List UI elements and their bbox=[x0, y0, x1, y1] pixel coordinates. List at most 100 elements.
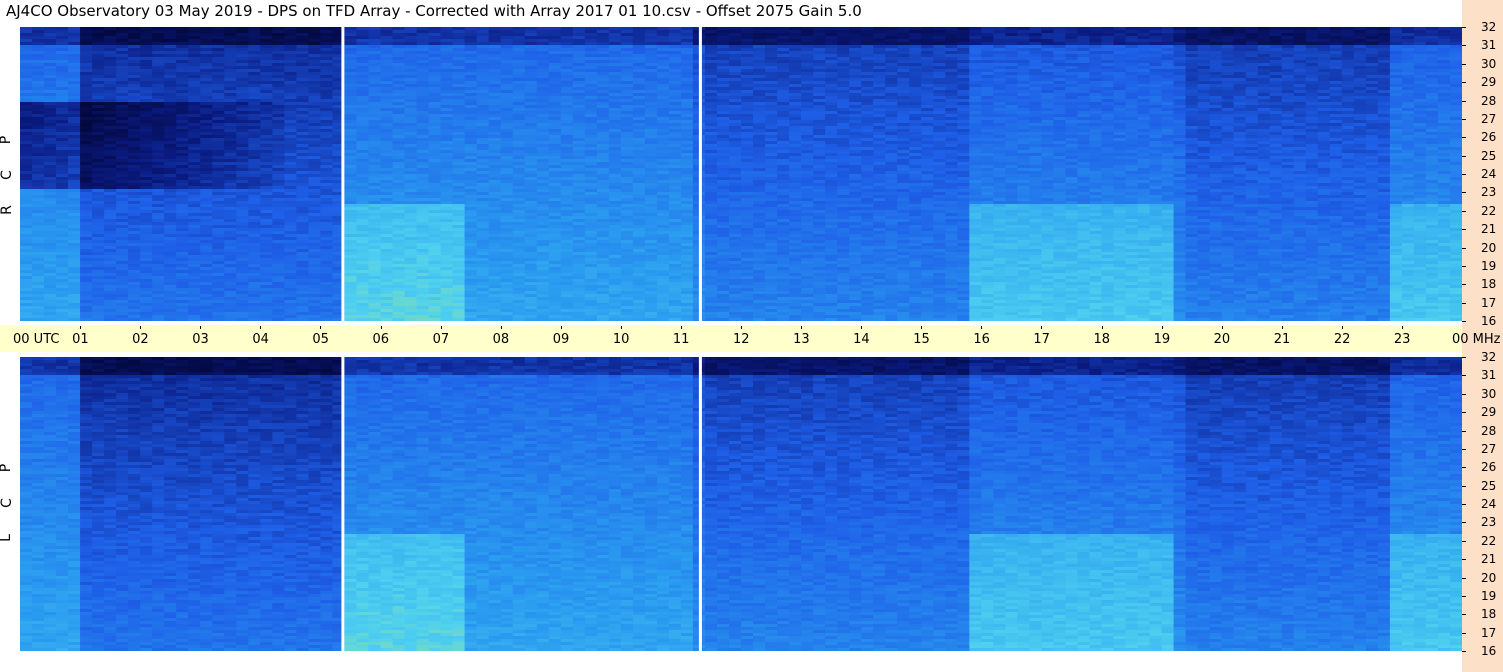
spectrogram-cell bbox=[320, 288, 334, 292]
spectrogram-cell bbox=[236, 96, 249, 100]
spectrogram-cell bbox=[332, 99, 346, 103]
spectrogram-cell bbox=[128, 165, 141, 169]
spectrogram-cell bbox=[104, 267, 117, 271]
spectrogram-cell bbox=[116, 63, 129, 67]
spectrogram-cell bbox=[560, 243, 574, 247]
spectrogram-cell bbox=[464, 42, 478, 46]
spectrogram-cell bbox=[224, 93, 237, 97]
spectrogram-cell bbox=[296, 78, 309, 82]
spectrogram-cell bbox=[380, 150, 394, 154]
spectrogram-cell bbox=[536, 111, 550, 115]
spectrogram-cell bbox=[440, 240, 454, 244]
spectrogram-cell bbox=[176, 216, 189, 220]
spectrogram-cell bbox=[368, 42, 382, 46]
spectrogram-cell bbox=[608, 135, 622, 139]
spectrogram-cell bbox=[296, 72, 309, 76]
spectrogram-cell bbox=[344, 81, 358, 85]
spectrogram-cell bbox=[428, 141, 442, 145]
spectrogram-cell bbox=[272, 222, 285, 226]
spectrogram-cell bbox=[32, 249, 45, 253]
spectrogram-cell bbox=[116, 84, 129, 88]
spectrogram-cell bbox=[140, 291, 153, 295]
spectrogram-cell bbox=[524, 123, 538, 127]
spectrogram-cell bbox=[476, 150, 490, 154]
spectrogram-cell bbox=[80, 291, 93, 295]
spectrogram-cell bbox=[560, 60, 574, 64]
spectrogram-cell bbox=[440, 183, 454, 187]
spectrogram-cell bbox=[20, 180, 33, 184]
spectrogram-cell bbox=[440, 87, 454, 91]
spectrogram-cell bbox=[80, 159, 93, 163]
spectrogram-cell bbox=[236, 105, 249, 109]
spectrogram-cell bbox=[476, 39, 490, 43]
spectrogram-cell bbox=[464, 309, 478, 313]
spectrogram-cell bbox=[476, 66, 490, 70]
spectrogram-cell bbox=[236, 300, 249, 304]
spectrogram-cell bbox=[296, 105, 309, 109]
spectrogram-cell bbox=[116, 129, 129, 133]
spectrogram-cell bbox=[428, 87, 442, 91]
spectrogram-cell bbox=[152, 177, 165, 181]
spectrogram-cell bbox=[428, 315, 442, 319]
spectrogram-cell bbox=[164, 51, 177, 55]
spectrogram-cell bbox=[512, 180, 526, 184]
spectrogram-cell bbox=[128, 210, 141, 214]
spectrogram-cell bbox=[152, 96, 165, 100]
spectrogram-cell bbox=[116, 168, 129, 172]
spectrogram-cell bbox=[380, 228, 394, 232]
spectrogram-cell bbox=[356, 51, 370, 55]
spectrogram-cell bbox=[620, 114, 634, 118]
spectrogram-cell bbox=[452, 243, 466, 247]
spectrogram-cell bbox=[200, 177, 213, 181]
spectrogram-cell bbox=[524, 195, 538, 199]
spectrogram-cell bbox=[536, 123, 550, 127]
spectrogram-cell bbox=[92, 273, 105, 277]
spectrogram-cell bbox=[344, 93, 358, 97]
spectrogram-cell bbox=[188, 309, 201, 313]
spectrogram-cell bbox=[392, 249, 406, 253]
spectrogram-cell bbox=[212, 120, 225, 124]
spectrogram-cell bbox=[200, 216, 213, 220]
spectrogram-cell bbox=[584, 234, 598, 238]
spectrogram-cell bbox=[20, 216, 33, 220]
spectrogram-cell bbox=[92, 54, 105, 58]
spectrogram-cell bbox=[404, 168, 418, 172]
spectrogram-cell bbox=[140, 39, 153, 43]
spectrogram-cell bbox=[620, 249, 634, 253]
spectrogram-cell bbox=[608, 111, 622, 115]
spectrogram-cell bbox=[584, 207, 598, 211]
spectrogram-cell bbox=[224, 69, 237, 73]
spectrogram-cell bbox=[56, 186, 69, 190]
spectrogram-cell bbox=[80, 51, 93, 55]
spectrogram-cell bbox=[248, 192, 261, 196]
spectrogram-cell bbox=[104, 138, 117, 142]
spectrogram-cell bbox=[32, 99, 45, 103]
spectrogram-cell bbox=[32, 183, 45, 187]
spectrogram-cell bbox=[356, 69, 370, 73]
spectrogram-cell bbox=[608, 150, 622, 154]
spectrogram-cell bbox=[68, 114, 81, 118]
spectrogram-cell bbox=[188, 174, 201, 178]
spectrogram-cell bbox=[176, 165, 189, 169]
spectrogram-cell bbox=[56, 132, 69, 136]
spectrogram-cell bbox=[224, 228, 237, 232]
spectrogram-cell bbox=[356, 66, 370, 70]
spectrogram-cell bbox=[536, 90, 550, 94]
spectrogram-cell bbox=[488, 63, 502, 67]
spectrogram-cell bbox=[56, 267, 69, 271]
spectrogram-cell bbox=[224, 192, 237, 196]
spectrogram-cell bbox=[608, 69, 622, 73]
spectrogram-cell bbox=[176, 276, 189, 280]
spectrogram-cell bbox=[248, 159, 261, 163]
spectrogram-cell bbox=[464, 159, 478, 163]
spectrogram-cell bbox=[140, 30, 153, 34]
spectrogram-cell bbox=[608, 36, 622, 40]
spectrogram-cell bbox=[344, 141, 358, 145]
spectrogram-cell bbox=[512, 303, 526, 307]
spectrogram-cell bbox=[572, 30, 586, 34]
spectrogram-cell bbox=[356, 240, 370, 244]
spectrogram-cell bbox=[608, 246, 622, 250]
spectrogram-cell bbox=[572, 153, 586, 157]
spectrogram-cell bbox=[284, 258, 297, 262]
spectrogram-cell bbox=[488, 135, 502, 139]
